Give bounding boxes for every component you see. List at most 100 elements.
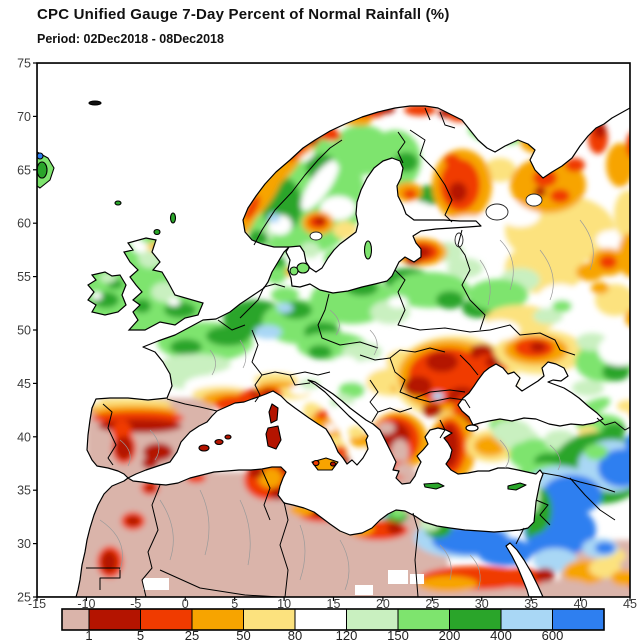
rain-contour-blob [308, 345, 332, 359]
uk-rain-blob [164, 302, 196, 318]
x-axis-tick-label: 5 [231, 597, 238, 611]
sea-mediterranean [127, 379, 544, 536]
island-shetland [169, 212, 177, 224]
rain-contour-blob [606, 143, 630, 187]
admin-border [339, 539, 350, 591]
rain-contour-blob [339, 382, 365, 398]
period-subtitle: Period: 02Dec2018 - 08Dec2018 [37, 32, 224, 46]
island-gotland [363, 240, 373, 260]
island-mallorca [198, 444, 210, 452]
sea-black-sea [457, 361, 604, 427]
legend-boundary-label: 400 [490, 628, 512, 641]
legend-cell [552, 608, 605, 631]
rain-contour-blob [145, 484, 155, 492]
island-jan-mayen [88, 100, 102, 106]
rain-contour-blob [602, 363, 630, 381]
y-axis-tick-label: 45 [17, 377, 31, 391]
rain-contour-blob [98, 419, 182, 433]
legend-boundary-label: 600 [542, 628, 564, 641]
y-axis-tick-label: 25 [17, 591, 31, 605]
country-border [569, 477, 616, 521]
y-axis-tick-label: 60 [17, 217, 31, 231]
rain-contour-blob [533, 308, 563, 324]
lake-vanern [309, 231, 323, 241]
island-menorca [214, 438, 224, 446]
x-axis-tick-label: 40 [574, 597, 588, 611]
rain-contour-blob [418, 576, 478, 592]
island-zealand [296, 262, 310, 274]
admin-border [469, 554, 481, 591]
sea-red-sea [505, 542, 544, 597]
country-border [279, 501, 289, 597]
rain-contour-blob [625, 434, 630, 456]
x-axis: -15 -10 -5 0 5 10 15 20 25 30 35 40 45 [28, 597, 637, 611]
legend-boundary-label: 80 [288, 628, 302, 641]
x-axis-tick-label: 30 [475, 597, 489, 611]
admin-border [209, 349, 216, 376]
x-axis-tick-label: 15 [327, 597, 341, 611]
rain-contour-blob [598, 449, 630, 487]
country-border [217, 319, 246, 331]
sea-baltic [285, 157, 482, 294]
country-border [377, 407, 413, 413]
sea-mask [37, 63, 630, 597]
y-axis-tick-label: 65 [17, 163, 31, 177]
rain-contour-blob [408, 202, 432, 218]
rain-contour-blob [391, 439, 409, 465]
legend-boundary-label: 200 [439, 628, 461, 641]
country-border [397, 131, 406, 164]
admin-border [299, 524, 306, 581]
rain-contour-blob [422, 403, 442, 417]
y-axis-tick-label: 30 [17, 537, 31, 551]
rain-contour-blob [316, 410, 328, 420]
country-border [141, 484, 161, 597]
admin-border [239, 339, 247, 369]
rain-contour-blob [271, 287, 299, 303]
colorbar-legend: 1 5 25 50 80 120 150 200 400 600 [61, 608, 605, 641]
rain-contour-blob [550, 580, 590, 596]
y-axis-tick-label: 70 [17, 110, 31, 124]
y-axis-tick-label: 40 [17, 430, 31, 444]
admin-border [499, 239, 514, 291]
country-border [289, 374, 311, 386]
admin-border [499, 439, 510, 469]
rain-contour-blob [552, 300, 572, 312]
no-data-cell [143, 578, 169, 590]
country-border [317, 293, 379, 349]
lake-onega [525, 193, 543, 207]
x-axis-tick-label: 0 [182, 597, 189, 611]
rain-contour-blob [614, 190, 630, 240]
legend-boundary-label: 150 [387, 628, 409, 641]
country-border [535, 499, 551, 526]
admin-border [579, 219, 594, 271]
rain-contour-blob [243, 195, 261, 221]
legend-boundary-label: 120 [336, 628, 358, 641]
rain-contour-blob [584, 444, 608, 460]
legend-cell [140, 608, 193, 631]
admin-borders [99, 219, 594, 591]
x-axis-tick-label: -10 [77, 597, 95, 611]
islands [37, 100, 527, 491]
admin-border [369, 329, 378, 356]
country-border [542, 472, 616, 493]
rain-contour-blob [565, 158, 585, 172]
legend-cell [61, 608, 90, 631]
country-border [414, 389, 466, 399]
country-border [159, 569, 281, 597]
x-axis-tick-label: 20 [376, 597, 390, 611]
legend-boundary-label: 1 [85, 628, 92, 641]
x-axis-tick-label: -5 [130, 597, 141, 611]
rain-contour-blob [143, 443, 173, 461]
rain-contour-blob [258, 468, 282, 488]
country-border [457, 229, 486, 331]
iceland-green-spot [37, 161, 48, 179]
rain-contour-blob [387, 522, 403, 534]
island-cyprus [507, 482, 527, 491]
rain-contour-blob [530, 342, 546, 352]
country-border [359, 347, 446, 361]
legend-boundary-label: 25 [185, 628, 199, 641]
rain-contour-blob [436, 291, 464, 309]
x-axis-tick-label: 35 [524, 597, 538, 611]
